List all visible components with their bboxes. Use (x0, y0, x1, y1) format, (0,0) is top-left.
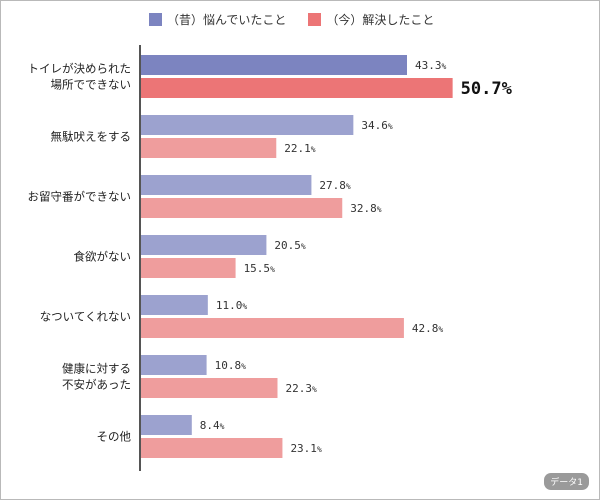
value-label-now-4: 42.8% (412, 322, 444, 335)
category-label-5: 健康に対する不安があった (62, 362, 131, 392)
legend-item-past: （昔）悩んでいたこと (149, 11, 286, 28)
data-badge: データ1 (544, 473, 589, 490)
bar-now-3 (140, 258, 236, 278)
bar-past-2 (140, 175, 312, 195)
category-label-4: なついてくれない (40, 310, 131, 324)
bar-now-0 (140, 78, 453, 98)
value-label-now-6: 23.1% (290, 442, 322, 455)
legend-label-past: （昔）悩んでいたこと (167, 13, 287, 27)
value-label-now-3: 15.5% (244, 262, 276, 275)
value-label-now-5: 22.3% (286, 382, 318, 395)
legend: （昔）悩んでいたこと （今）解決したこと (149, 11, 456, 28)
bar-now-4 (140, 318, 404, 338)
legend-swatch-past (149, 13, 162, 26)
category-label-1: 無駄吠えをする (51, 130, 132, 144)
bar-past-0 (140, 55, 407, 75)
bar-now-2 (140, 198, 343, 218)
bar-past-6 (140, 415, 192, 435)
bar-now-6 (140, 438, 283, 458)
category-label-2: お留守番ができない (28, 190, 132, 204)
value-label-now-0: 50.7% (461, 79, 513, 99)
value-label-now-2: 32.8% (350, 202, 382, 215)
value-label-past-5: 10.8% (215, 359, 247, 372)
value-label-past-4: 11.0% (216, 299, 248, 312)
bar-now-1 (140, 138, 277, 158)
legend-label-now: （今）解決したこと (326, 13, 435, 27)
legend-item-now: （今）解決したこと (308, 11, 434, 28)
value-label-past-2: 27.8% (319, 179, 351, 192)
bar-past-3 (140, 235, 267, 255)
value-label-past-3: 20.5% (274, 239, 306, 252)
bar-now-5 (140, 378, 278, 398)
category-label-0: トイレが決められた場所でできない (28, 62, 132, 92)
value-label-now-1: 22.1% (284, 142, 316, 155)
bar-past-5 (140, 355, 207, 375)
category-label-6: その他 (97, 430, 132, 444)
value-label-past-6: 8.4% (200, 419, 225, 432)
legend-swatch-now (308, 13, 322, 26)
category-label-3: 食欲がない (74, 250, 132, 264)
bar-past-4 (140, 295, 208, 315)
value-label-past-1: 34.6% (361, 119, 393, 132)
value-label-past-0: 43.3% (415, 59, 447, 72)
bar-past-1 (140, 115, 354, 135)
